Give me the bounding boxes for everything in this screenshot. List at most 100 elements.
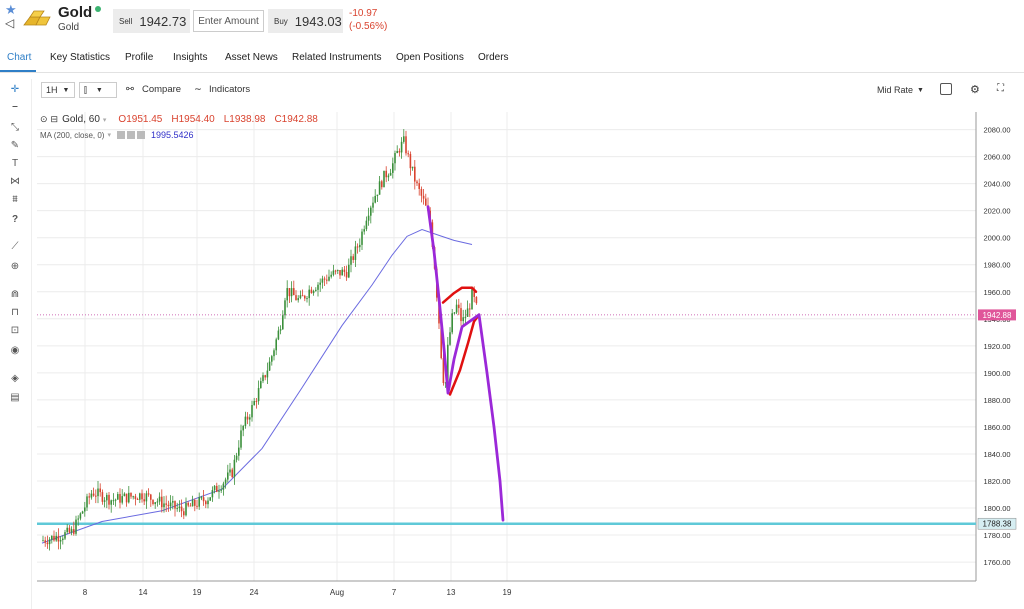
candle-body: [106, 494, 108, 501]
instrument-subtitle: Gold: [58, 22, 80, 33]
tab-asset-news[interactable]: Asset News: [225, 52, 278, 63]
candle-body: [385, 170, 387, 178]
help-icon[interactable]: ?: [11, 214, 19, 225]
indicator-legend: MA (200, close, 0) ▾ 1995.5426: [40, 130, 194, 140]
candle-body: [178, 506, 181, 509]
rate-mode-select[interactable]: Mid Rate ▼: [873, 82, 928, 98]
series-legend: ⊙ ⊟ Gold, 60 ▾ O1951.45 H1954.40 L1938.9…: [40, 114, 318, 125]
candle-body: [398, 150, 401, 153]
candle-body: [121, 496, 123, 503]
compare-button[interactable]: Compare: [142, 84, 182, 95]
candle-body: [334, 270, 337, 272]
fullscreen-icon[interactable]: ⛶: [997, 83, 1004, 94]
red-arc-annotation: [441, 286, 478, 304]
candle-body: [455, 304, 458, 313]
candle-body: [77, 518, 79, 520]
instrument-header: ★ ◁ Gold Gold Sell 1942.73 Enter Amount …: [0, 0, 1024, 44]
candle-body: [458, 304, 460, 309]
layers-icon[interactable]: ◈: [11, 373, 19, 384]
sell-button[interactable]: Sell 1942.73: [113, 9, 190, 33]
amount-input[interactable]: Enter Amount: [193, 10, 264, 32]
tab-key-statistics[interactable]: Key Statistics: [50, 52, 111, 63]
x-tick-label: 24: [250, 588, 259, 597]
trash-icon[interactable]: ▤: [10, 392, 20, 403]
pen-icon[interactable]: ✎: [10, 140, 20, 151]
amount-placeholder: Enter Amount: [198, 15, 259, 27]
buy-button[interactable]: Buy 1943.03: [268, 9, 343, 33]
crosshair-icon[interactable]: ✛: [10, 84, 20, 95]
candle-body: [145, 493, 148, 502]
candle-body: [220, 489, 222, 491]
tab-profile[interactable]: Profile: [125, 52, 154, 63]
indicators-button[interactable]: Indicators: [209, 84, 251, 95]
horizontal-line-icon[interactable]: ⎯: [12, 101, 18, 112]
candle-body: [189, 505, 192, 507]
gear-icon[interactable]: ⚙: [970, 84, 980, 96]
candle-body: [255, 401, 258, 403]
candle-body: [260, 381, 262, 389]
pattern-icon[interactable]: ⋈: [10, 176, 20, 187]
compare-icon[interactable]: ⚯: [126, 84, 134, 95]
share-icon[interactable]: ◁: [5, 16, 15, 30]
candle-body: [273, 350, 275, 357]
low-value: L1938.98: [223, 114, 266, 125]
drawing-toolbar: ✛ ⎯ ⤡ ✎ T ⋈ ⩩ ? ⟋ ⊕ ⋒ ⊓ ⊡ ◉ ◈ ▤: [0, 79, 32, 609]
minus-box-icon[interactable]: ⊟: [50, 114, 59, 124]
chart-type-select[interactable]: ⫿ ▼: [79, 82, 117, 98]
tab-related-instruments[interactable]: Related Instruments: [292, 52, 382, 63]
price-chart[interactable]: 2080.00 2060.00 2040.00 2020.00 2000.00 1980.…: [37, 104, 1019, 609]
eye-icon[interactable]: ◉: [10, 345, 20, 356]
candlestick-icon: ⫿: [84, 84, 87, 95]
candle-body: [246, 416, 249, 420]
candle-body: [381, 181, 383, 188]
y-tick-label: 2000.00: [983, 234, 1010, 243]
candle-body: [42, 540, 44, 542]
candle-body: [119, 494, 121, 503]
candle-body: [471, 288, 473, 310]
eye-toggle-icon[interactable]: [117, 131, 125, 139]
tab-chart[interactable]: Chart: [7, 52, 32, 63]
star-icon[interactable]: ★: [5, 2, 17, 17]
fibonacci-icon[interactable]: ⩩: [12, 194, 18, 205]
lock-icon[interactable]: ⊡: [10, 325, 20, 336]
chevron-down-icon[interactable]: ▾: [107, 132, 111, 139]
candle-body: [185, 502, 187, 516]
candle-body: [183, 511, 185, 516]
candle-body: [370, 207, 372, 216]
screenshot-toggle[interactable]: [940, 83, 952, 95]
candle-body: [132, 496, 134, 498]
candle-body: [356, 246, 359, 248]
remove-icon[interactable]: [137, 131, 145, 139]
chevron-down-icon[interactable]: ▾: [102, 116, 107, 124]
indicators-icon[interactable]: ∼: [194, 84, 202, 95]
candle-body: [136, 498, 139, 500]
ma-value: 1995.5426: [151, 130, 194, 140]
instrument-tabs: Chart Key Statistics Profile Insights As…: [0, 48, 1024, 73]
x-tick-label: Aug: [330, 588, 344, 597]
interval-select[interactable]: 1H ▼: [41, 82, 75, 98]
tab-orders[interactable]: Orders: [478, 52, 509, 63]
collapse-icon[interactable]: ⊙: [40, 114, 48, 124]
y-tick-label: 2080.00: [983, 126, 1010, 135]
candle-body: [112, 500, 115, 502]
sell-price: 1942.73: [139, 13, 187, 29]
live-status-dot: [95, 6, 101, 12]
candle-body: [400, 141, 403, 153]
tab-insights[interactable]: Insights: [173, 52, 208, 63]
candle-body: [62, 538, 64, 541]
zoom-in-icon[interactable]: ⊕: [10, 261, 20, 272]
x-tick-label: 14: [139, 588, 148, 597]
lock-drawings-icon[interactable]: ⊓: [11, 307, 19, 318]
magnet-icon[interactable]: ⋒: [10, 289, 20, 300]
candle-body: [86, 496, 88, 508]
candle-body: [345, 271, 348, 278]
ruler-icon[interactable]: ⟋: [11, 241, 19, 252]
candle-body: [376, 194, 379, 196]
trend-line-icon[interactable]: ⤡: [11, 122, 19, 133]
candle-body: [374, 195, 376, 203]
text-icon[interactable]: T: [11, 158, 19, 169]
candle-body: [315, 289, 317, 291]
settings-icon[interactable]: [127, 131, 135, 139]
tab-open-positions[interactable]: Open Positions: [396, 52, 464, 63]
candle-body: [326, 279, 328, 281]
